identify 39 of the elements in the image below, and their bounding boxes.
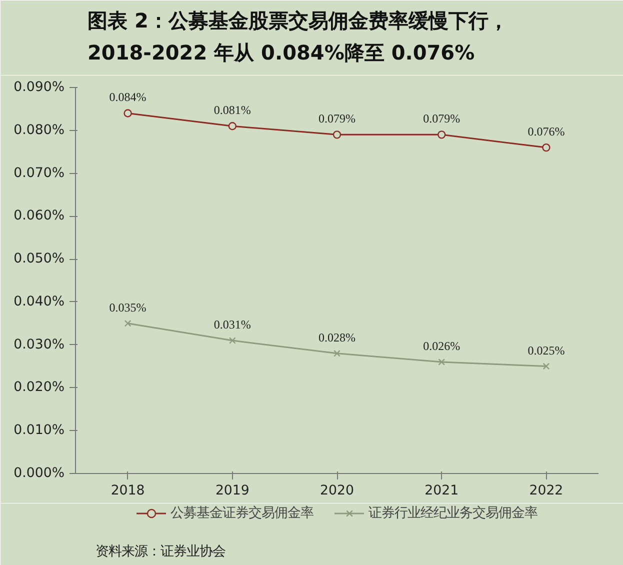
data-label: 0.025% [528, 343, 565, 358]
data-label: 0.076% [528, 124, 565, 139]
point [124, 109, 132, 118]
y-tick-label: 0.040% [14, 294, 65, 310]
x-tick-label: 2018 [110, 484, 145, 498]
data-label: 0.079% [423, 112, 460, 126]
data-label: 0.028% [318, 330, 356, 344]
point [542, 362, 550, 370]
y-tick-label: 0.050% [14, 252, 65, 267]
data-label: 0.084% [109, 90, 146, 104]
data-label: 0.035% [109, 300, 146, 314]
chart-title: 图表 2：公募基金股票交易佣金费率缓慢下行， 2018-2022 年从 0.084%降至 0.076% [88, 8, 508, 64]
x-tick-label: 2019 [215, 484, 250, 498]
y-tick-label: 0.020% [14, 380, 65, 396]
point [438, 358, 446, 366]
point [542, 143, 550, 152]
x-tick-label: 2020 [320, 484, 354, 498]
legend-label: 公募基金证券交易佣金率 [170, 504, 314, 522]
data-label: 0.081% [214, 103, 251, 118]
point [332, 130, 342, 139]
x-tick-label: 2022 [529, 484, 564, 498]
y-tick-label: 0.000% [14, 466, 65, 481]
text: 资料来源：证券业协会 [96, 544, 226, 560]
y-tick-label: 0.030% [14, 337, 65, 352]
legend-label: 证券行业经纪业务交易佣金率 [368, 504, 538, 522]
y-tick-label: 0.090% [14, 80, 65, 95]
point [334, 350, 340, 357]
point [124, 320, 132, 327]
data-label: 0.026% [423, 338, 460, 353]
point [228, 337, 236, 344]
x-tick-label: 2021 [424, 484, 459, 498]
point [438, 130, 446, 139]
y-tick-label: 0.070% [14, 166, 65, 181]
y-tick-label: 0.060% [14, 208, 65, 224]
data-label: 0.079% [318, 112, 356, 126]
data-label: 0.031% [214, 318, 251, 332]
y-tick-label: 0.080% [14, 122, 65, 138]
y-tick-label: 0.010% [14, 423, 65, 438]
point [228, 122, 236, 130]
